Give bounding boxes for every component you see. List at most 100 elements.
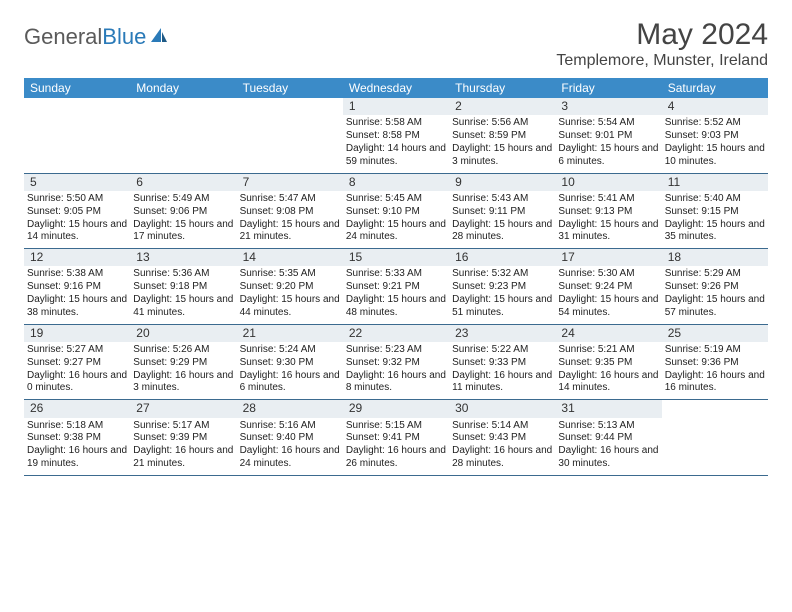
day-number-bar: 30 [449, 400, 555, 417]
weekday-header: Friday [555, 78, 661, 98]
sunset-text: Sunset: 9:05 PM [27, 206, 127, 219]
day-cell: 19Sunrise: 5:27 AMSunset: 9:27 PMDayligh… [24, 325, 130, 400]
day-number: 26 [30, 401, 124, 416]
sunset-text: Sunset: 9:11 PM [452, 206, 552, 219]
day-number: 28 [243, 401, 337, 416]
weekday-header-row: Sunday Monday Tuesday Wednesday Thursday… [24, 78, 768, 98]
day-number: 2 [455, 99, 549, 114]
sunrise-text: Sunrise: 5:50 AM [27, 193, 127, 206]
day-number: 7 [243, 175, 337, 190]
day-number: 5 [30, 175, 124, 190]
daylight-text: Daylight: 15 hours and 14 minutes. [27, 219, 127, 245]
day-cell: 23Sunrise: 5:22 AMSunset: 9:33 PMDayligh… [449, 325, 555, 400]
week-row: 5Sunrise: 5:50 AMSunset: 9:05 PMDaylight… [24, 174, 768, 250]
daylight-text: Daylight: 15 hours and 3 minutes. [452, 143, 552, 169]
day-cell: 18Sunrise: 5:29 AMSunset: 9:26 PMDayligh… [662, 249, 768, 324]
sunset-text: Sunset: 9:15 PM [665, 206, 765, 219]
day-cell: 16Sunrise: 5:32 AMSunset: 9:23 PMDayligh… [449, 249, 555, 324]
sunrise-text: Sunrise: 5:47 AM [240, 193, 340, 206]
daylight-text: Daylight: 16 hours and 16 minutes. [665, 370, 765, 396]
sunset-text: Sunset: 9:43 PM [452, 432, 552, 445]
sunrise-text: Sunrise: 5:17 AM [133, 420, 233, 433]
daylight-text: Daylight: 15 hours and 35 minutes. [665, 219, 765, 245]
daylight-text: Daylight: 15 hours and 28 minutes. [452, 219, 552, 245]
day-cell [130, 98, 236, 173]
week-row: 26Sunrise: 5:18 AMSunset: 9:38 PMDayligh… [24, 400, 768, 476]
day-cell: 4Sunrise: 5:52 AMSunset: 9:03 PMDaylight… [662, 98, 768, 173]
sunset-text: Sunset: 9:21 PM [346, 281, 446, 294]
day-number [136, 99, 230, 114]
day-cell: 31Sunrise: 5:13 AMSunset: 9:44 PMDayligh… [555, 400, 661, 475]
day-cell: 13Sunrise: 5:36 AMSunset: 9:18 PMDayligh… [130, 249, 236, 324]
daylight-text: Daylight: 15 hours and 24 minutes. [346, 219, 446, 245]
day-number: 11 [668, 175, 762, 190]
daylight-text: Daylight: 16 hours and 26 minutes. [346, 445, 446, 471]
day-cell: 12 Sunrise: 5:38 AMSunset: 9:16 PMDayligh… [24, 249, 130, 324]
day-cell: 17Sunrise: 5:30 AMSunset: 9:24 PMDayligh… [555, 249, 661, 324]
day-number: 10 [561, 175, 655, 190]
day-cell: 24Sunrise: 5:21 AMSunset: 9:35 PMDayligh… [555, 325, 661, 400]
sunrise-text: Sunrise: 5:54 AM [558, 117, 658, 130]
sunrise-text: Sunrise: 5:26 AM [133, 344, 233, 357]
sunset-text: Sunset: 9:38 PM [27, 432, 127, 445]
day-number-bar: 14 [237, 249, 343, 266]
sunrise-text: Sunrise: 5:36 AM [133, 268, 233, 281]
day-number: 12 [30, 250, 124, 265]
sunrise-text: Sunrise: 5:33 AM [346, 268, 446, 281]
brand-part2: Blue [102, 24, 146, 50]
sunrise-text: Sunrise: 5:30 AM [558, 268, 658, 281]
location-text: Templemore, Munster, Ireland [556, 52, 768, 70]
day-number-bar: 20 [130, 325, 236, 342]
daylight-text: Daylight: 16 hours and 6 minutes. [240, 370, 340, 396]
calendar-page: GeneralBlue May 2024 Templemore, Munster… [0, 0, 792, 476]
day-number: 4 [668, 99, 762, 114]
day-number-bar: 15 [343, 249, 449, 266]
daylight-text: Daylight: 15 hours and 6 minutes. [558, 143, 658, 169]
day-number-bar: 25 [662, 325, 768, 342]
sunset-text: Sunset: 9:23 PM [452, 281, 552, 294]
sunrise-text: Sunrise: 5:56 AM [452, 117, 552, 130]
daylight-text: Daylight: 15 hours and 48 minutes. [346, 294, 446, 320]
day-number-bar: 21 [237, 325, 343, 342]
daylight-text: Daylight: 16 hours and 21 minutes. [133, 445, 233, 471]
day-cell: 29Sunrise: 5:15 AMSunset: 9:41 PMDayligh… [343, 400, 449, 475]
week-row: 1Sunrise: 5:58 AMSunset: 8:58 PMDaylight… [24, 98, 768, 174]
day-number-bar: 1 [343, 98, 449, 115]
daylight-text: Daylight: 15 hours and 38 minutes. [27, 294, 127, 320]
sunset-text: Sunset: 9:40 PM [240, 432, 340, 445]
day-number-bar: 29 [343, 400, 449, 417]
day-number: 6 [136, 175, 230, 190]
day-cell [237, 98, 343, 173]
day-number-bar: 6 [130, 174, 236, 191]
sunrise-text: Sunrise: 5:38 AM [27, 268, 127, 281]
sunset-text: Sunset: 9:24 PM [558, 281, 658, 294]
day-number: 15 [349, 250, 443, 265]
day-number: 9 [455, 175, 549, 190]
sunset-text: Sunset: 9:30 PM [240, 357, 340, 370]
day-cell: 9Sunrise: 5:43 AMSunset: 9:11 PMDaylight… [449, 174, 555, 249]
daylight-text: Daylight: 16 hours and 30 minutes. [558, 445, 658, 471]
day-number: 22 [349, 326, 443, 341]
weekday-header: Sunday [24, 78, 130, 98]
sunrise-text: Sunrise: 5:24 AM [240, 344, 340, 357]
day-number-bar [662, 400, 768, 417]
day-number-bar [24, 98, 130, 115]
day-number: 13 [136, 250, 230, 265]
sunrise-text: Sunrise: 5:40 AM [665, 193, 765, 206]
sunset-text: Sunset: 9:26 PM [665, 281, 765, 294]
sunrise-text: Sunrise: 5:14 AM [452, 420, 552, 433]
day-number-bar: 2 [449, 98, 555, 115]
day-cell: 6Sunrise: 5:49 AMSunset: 9:06 PMDaylight… [130, 174, 236, 249]
day-number-bar: 23 [449, 325, 555, 342]
daylight-text: Daylight: 15 hours and 17 minutes. [133, 219, 233, 245]
day-number-bar: 19 [24, 325, 130, 342]
day-number-bar: 16 [449, 249, 555, 266]
sunset-text: Sunset: 9:29 PM [133, 357, 233, 370]
day-number-bar [237, 98, 343, 115]
sunset-text: Sunset: 9:01 PM [558, 130, 658, 143]
sunset-text: Sunset: 9:44 PM [558, 432, 658, 445]
day-number: 14 [243, 250, 337, 265]
month-title: May 2024 [556, 18, 768, 52]
header: GeneralBlue May 2024 Templemore, Munster… [24, 18, 768, 70]
sunset-text: Sunset: 9:16 PM [27, 281, 127, 294]
